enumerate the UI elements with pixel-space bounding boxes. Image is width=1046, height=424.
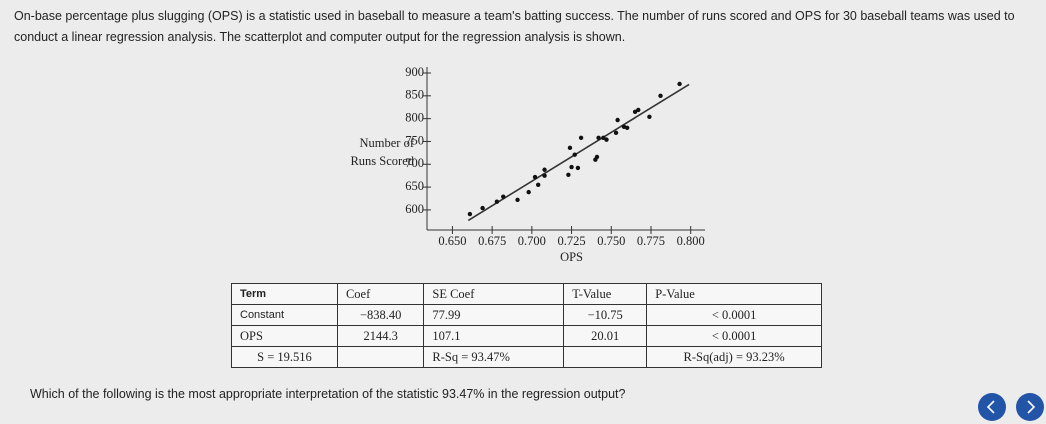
header-cell: Coef: [336, 283, 425, 305]
data-point: [567, 145, 573, 151]
data-point: [480, 205, 485, 211]
chevron-left: [986, 400, 995, 414]
regression-table: Term Coef SE Coef T-Value P-Value Consta…: [231, 283, 822, 368]
data-point: [596, 135, 601, 141]
y-axis-label: Number of: [360, 136, 415, 150]
data-point: [515, 197, 520, 203]
cell: R-Sq = 93.47%: [423, 346, 565, 368]
next-button[interactable]: [1016, 393, 1044, 421]
data-point: [532, 174, 538, 180]
x-axis-label: OPS: [560, 250, 583, 264]
y-axis-label: Runs Scored: [350, 154, 414, 168]
y-tick-label: 900: [405, 65, 424, 79]
x-tick-label: 0.650: [438, 234, 466, 248]
question: Which of the following is the most appro…: [30, 387, 626, 401]
data-point: [501, 194, 506, 199]
cell: S = 19.516: [231, 346, 338, 368]
x-tick-label: 0.800: [677, 234, 705, 248]
data-point: [542, 173, 547, 178]
header-cell: T-Value: [563, 283, 648, 305]
data-point: [542, 167, 547, 172]
header-cell: SE Coef: [423, 283, 565, 305]
regression-line: [467, 83, 690, 222]
data-point: [566, 172, 571, 177]
chevron-right: [1027, 400, 1036, 414]
x-tick-label: 0.725: [557, 234, 585, 248]
cell: −838.40: [336, 304, 425, 326]
data-point: [624, 125, 630, 130]
x-tick-label: 0.700: [518, 234, 546, 248]
cell: < 0.0001: [646, 325, 822, 347]
data-point: [494, 199, 500, 204]
data-point: [572, 152, 577, 157]
y-tick-label: 750: [405, 133, 424, 147]
y-tick-label: 700: [405, 156, 424, 170]
cell: 20.01: [563, 325, 648, 347]
y-tick-label: 850: [405, 88, 424, 102]
summary-row: S = 19.516 R-Sq = 93.47% R-Sq(adj) = 93.…: [231, 346, 822, 368]
data-point: [632, 109, 638, 114]
chart: 600 650 700 750 800 850 900 0.650 0.675 0.700 0.72…: [350, 65, 705, 264]
cell: 2144.3: [336, 325, 425, 347]
data-point: [601, 135, 606, 141]
data-point: [604, 137, 609, 142]
data-point: [677, 81, 682, 87]
data-point: [613, 130, 619, 135]
data-point: [647, 114, 652, 120]
data-point: [658, 93, 663, 99]
cell: [336, 346, 425, 368]
x-tick-label: 0.750: [597, 234, 625, 248]
x-tick-label: 0.675: [478, 234, 506, 248]
data-point: [578, 135, 584, 141]
y-tick-label: 650: [405, 179, 424, 193]
cell: OPS: [231, 325, 338, 347]
data-point: [526, 189, 531, 195]
header-row: Term Coef SE Coef T-Value P-Value: [231, 283, 822, 305]
table-row: Constant −838.40 77.99 −10.75 < 0.0001: [231, 304, 822, 326]
y-tick-label: 600: [405, 202, 424, 216]
data-point: [636, 107, 641, 113]
data-point: [615, 117, 620, 123]
cell: < 0.0001: [646, 304, 822, 326]
header-cell: P-Value: [646, 283, 822, 305]
header-cell: Term: [231, 283, 338, 305]
x-tick-label: 0.775: [637, 234, 665, 248]
data-point: [575, 165, 581, 171]
table-row: OPS 2144.3 107.1 20.01 < 0.0001: [231, 325, 822, 347]
data-point: [569, 164, 574, 170]
intro-text: On-base percentage plus slugging (OPS) i…: [14, 9, 1015, 44]
cell: R-Sq(adj) = 93.23%: [646, 346, 822, 368]
cell: 107.1: [423, 325, 565, 347]
data-point: [594, 154, 600, 160]
cell: 77.99: [423, 304, 565, 326]
cell: −10.75: [563, 304, 648, 326]
cell: [563, 346, 648, 368]
prev-button[interactable]: [978, 393, 1006, 421]
data-point: [467, 211, 473, 217]
y-tick-label: 800: [405, 111, 424, 125]
cell: Constant: [231, 304, 338, 326]
data-point: [536, 182, 541, 188]
